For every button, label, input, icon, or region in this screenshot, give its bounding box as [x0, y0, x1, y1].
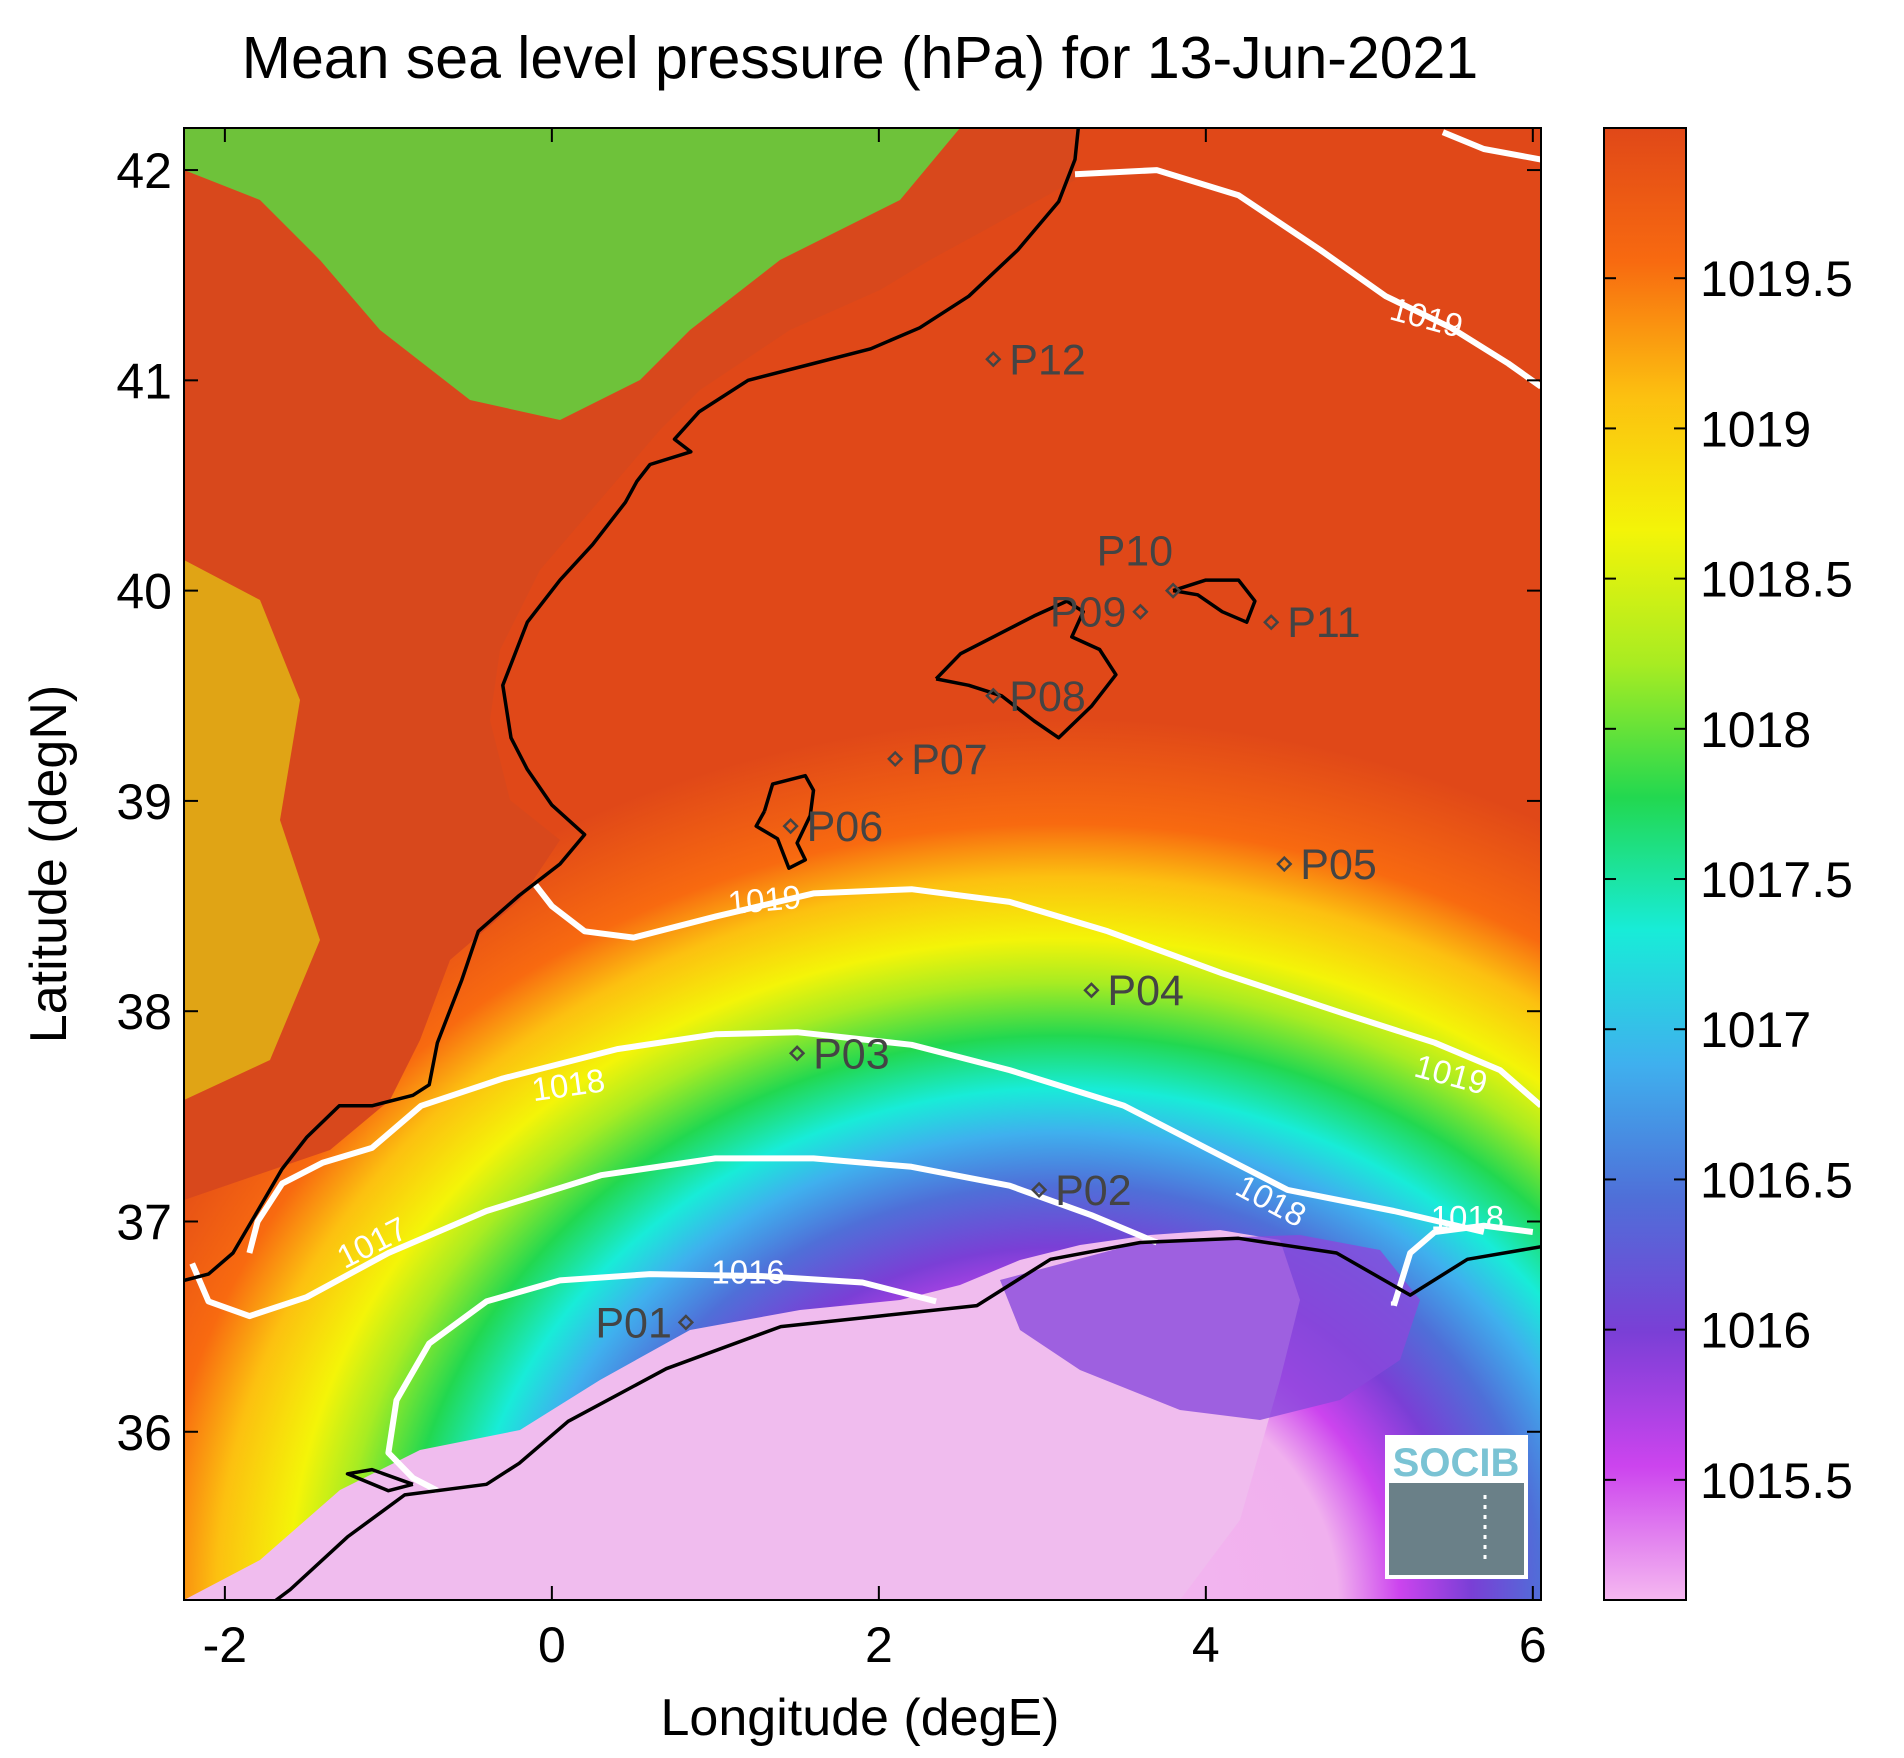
station-label: P03 — [813, 1030, 890, 1078]
station-label: P02 — [1055, 1167, 1132, 1215]
x-tick-label: 2 — [865, 1617, 893, 1673]
x-axis: -2 0 2 4 6 — [203, 128, 1547, 1673]
africa-purple-field — [1000, 1235, 1420, 1420]
y-tick-label: 41 — [116, 353, 172, 409]
station-marker — [1132, 603, 1149, 620]
isobar-1019-line — [1074, 167, 1541, 390]
colorbar-tick-label: 1016 — [1700, 1303, 1811, 1359]
station-label: P04 — [1107, 967, 1184, 1015]
highland-yellow-field — [184, 560, 320, 1100]
coastlines — [184, 128, 1541, 1600]
coastline — [345, 1467, 414, 1493]
isobar-label: 1018 — [1431, 1199, 1504, 1236]
map-frame — [183, 127, 1542, 1601]
colorbar-tick-label: 1019.5 — [1700, 251, 1853, 307]
y-tick-label: 36 — [116, 1405, 172, 1461]
isobar-label: 1019 — [726, 878, 802, 921]
y-tick-label: 39 — [116, 774, 172, 830]
highland-green-field — [184, 128, 960, 420]
station-label: P05 — [1300, 841, 1377, 889]
isobar-1019-line — [1441, 129, 1541, 163]
station-label: P11 — [1287, 599, 1360, 647]
coastline — [934, 599, 1118, 740]
y-axis-label: Latitude (degN) — [20, 685, 78, 1043]
isobar-1018-line — [246, 1029, 1485, 1254]
colorbar-tick-label: 1018.5 — [1700, 552, 1853, 608]
station-marker — [985, 687, 1002, 704]
station-marker — [985, 351, 1002, 368]
isobar-1017-line — [189, 1155, 1158, 1320]
station-label: P10 — [1097, 528, 1174, 576]
station-marker — [887, 750, 904, 768]
station-marker — [782, 817, 799, 835]
x-axis-label: Longitude (degE) — [661, 1689, 1060, 1747]
station-label: P07 — [911, 736, 988, 784]
isobar-1016-line — [385, 1271, 937, 1494]
colorbar-tick-label: 1018 — [1700, 702, 1811, 758]
colorbar-tick-label: 1017.5 — [1700, 852, 1853, 908]
y-tick-label: 38 — [116, 984, 172, 1040]
isobar-label: 1016 — [711, 1254, 784, 1291]
station-marker — [1263, 614, 1280, 631]
isobar-1019-line — [533, 883, 1541, 1109]
isobar-1018-line — [1391, 1222, 1534, 1307]
colorbar — [1603, 127, 1687, 1601]
station-marker — [1030, 1181, 1048, 1199]
y-axis: 36 37 38 39 40 41 42 — [116, 143, 1541, 1461]
x-tick-label: 6 — [1519, 1617, 1547, 1673]
station-marker — [1164, 582, 1182, 599]
station-markers: P01 P02 P03 P04 P05 P06 P07 P08 P09 P10 P11 P12 — [595, 336, 1376, 1347]
station-label: P09 — [1050, 589, 1127, 637]
y-tick-label: 40 — [116, 564, 172, 620]
station-marker — [677, 1314, 695, 1331]
station-marker — [1276, 855, 1293, 873]
coastline — [184, 128, 1081, 1283]
station-marker — [1083, 982, 1100, 999]
station-marker — [788, 1045, 806, 1062]
coastline — [273, 1236, 1541, 1600]
x-tick-label: 4 — [1192, 1617, 1220, 1673]
y-tick-label: 42 — [116, 143, 172, 199]
x-tick-label: 0 — [538, 1617, 566, 1673]
iberia-land-field — [184, 128, 1080, 1200]
station-label: P08 — [1009, 673, 1086, 721]
socib-logo-text: SOCIB — [1393, 1441, 1520, 1485]
colorbar-tick-label: 1019 — [1700, 401, 1811, 457]
colorbar-tick-label: 1016.5 — [1700, 1152, 1853, 1208]
station-label: P06 — [807, 803, 884, 851]
coastline — [1172, 578, 1257, 624]
station-label: P12 — [1009, 336, 1086, 384]
y-tick-label: 37 — [116, 1194, 172, 1250]
socib-logo-band — [1389, 1439, 1524, 1483]
colorbar-tick-label: 1015.5 — [1700, 1453, 1853, 1509]
colorbar-tick-label: 1017 — [1700, 1002, 1811, 1058]
colorbar-ticks: 1015.5 1016 1016.5 1017 1017.5 1018 1018.5 1019… — [1604, 251, 1853, 1509]
x-tick-label: -2 — [203, 1617, 247, 1673]
station-label: P01 — [595, 1299, 672, 1347]
map-title: Mean sea level pressure (hPa) for 13-Jun… — [242, 25, 1478, 91]
coastline — [754, 773, 816, 870]
